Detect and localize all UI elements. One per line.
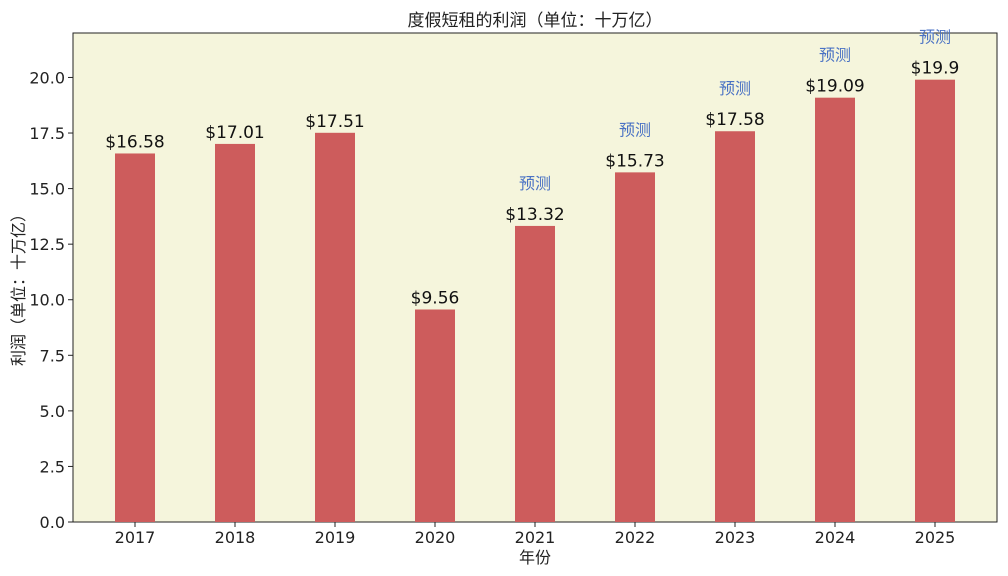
x-axis: 2017 2018 2019 2020 2021 2022 2023 2024 2025 (115, 522, 956, 547)
x-tick-label: 2018 (215, 528, 256, 547)
y-tick-label: 20.0 (29, 68, 65, 87)
y-tick-label: 2.5 (40, 457, 65, 476)
y-axis: 0.0 2.5 5.0 7.5 10.0 12.5 15.0 17.5 20.0 (29, 68, 73, 532)
bar (515, 225, 555, 522)
bar (615, 172, 655, 523)
x-tick-label: 2024 (815, 528, 856, 547)
bar (415, 309, 455, 522)
x-tick-label: 2022 (615, 528, 656, 547)
x-tick-label: 2020 (415, 528, 456, 547)
bar (315, 132, 355, 522)
forecast-annotation: 预测 (719, 79, 751, 98)
x-axis-label: 年份 (519, 548, 551, 567)
y-tick-label: 10.0 (29, 291, 65, 310)
bar (815, 97, 855, 522)
bar-value-label: $19.09 (805, 77, 864, 97)
forecast-annotation: 预测 (519, 174, 551, 193)
x-tick-label: 2019 (315, 528, 356, 547)
bar-value-label: $17.51 (305, 112, 364, 132)
bar-value-label: $15.73 (605, 151, 664, 171)
bar-value-label: $17.58 (705, 110, 764, 130)
y-tick-label: 7.5 (40, 346, 65, 365)
bar-value-label: $13.32 (505, 205, 564, 225)
bar (715, 131, 755, 522)
bar-value-label: $19.9 (911, 59, 960, 79)
x-tick-label: 2025 (915, 528, 956, 547)
bar-value-label: $9.56 (411, 289, 460, 309)
y-tick-label: 0.0 (40, 513, 65, 532)
bar-value-label: $17.01 (205, 123, 264, 143)
x-tick-label: 2023 (715, 528, 756, 547)
y-tick-label: 15.0 (29, 180, 65, 199)
forecast-annotation: 预测 (819, 46, 851, 65)
y-tick-label: 17.5 (29, 124, 65, 143)
bar-value-label: $16.58 (105, 132, 164, 152)
bar-series: $16.58 $17.01 $17.51 $9.56 $13.32 预测 $15.73 预测 $… (105, 28, 960, 523)
bar (115, 153, 155, 523)
chart-title: 度假短租的利润（单位：十万亿） (408, 11, 663, 31)
forecast-annotation: 预测 (619, 120, 651, 139)
bar (915, 79, 955, 522)
y-tick-label: 5.0 (40, 402, 65, 421)
forecast-annotation: 预测 (919, 28, 951, 47)
y-axis-label: 利润（单位：十万亿） (9, 206, 28, 366)
y-tick-label: 12.5 (29, 235, 65, 254)
x-tick-label: 2017 (115, 528, 156, 547)
bar (215, 143, 255, 522)
x-tick-label: 2021 (515, 528, 556, 547)
